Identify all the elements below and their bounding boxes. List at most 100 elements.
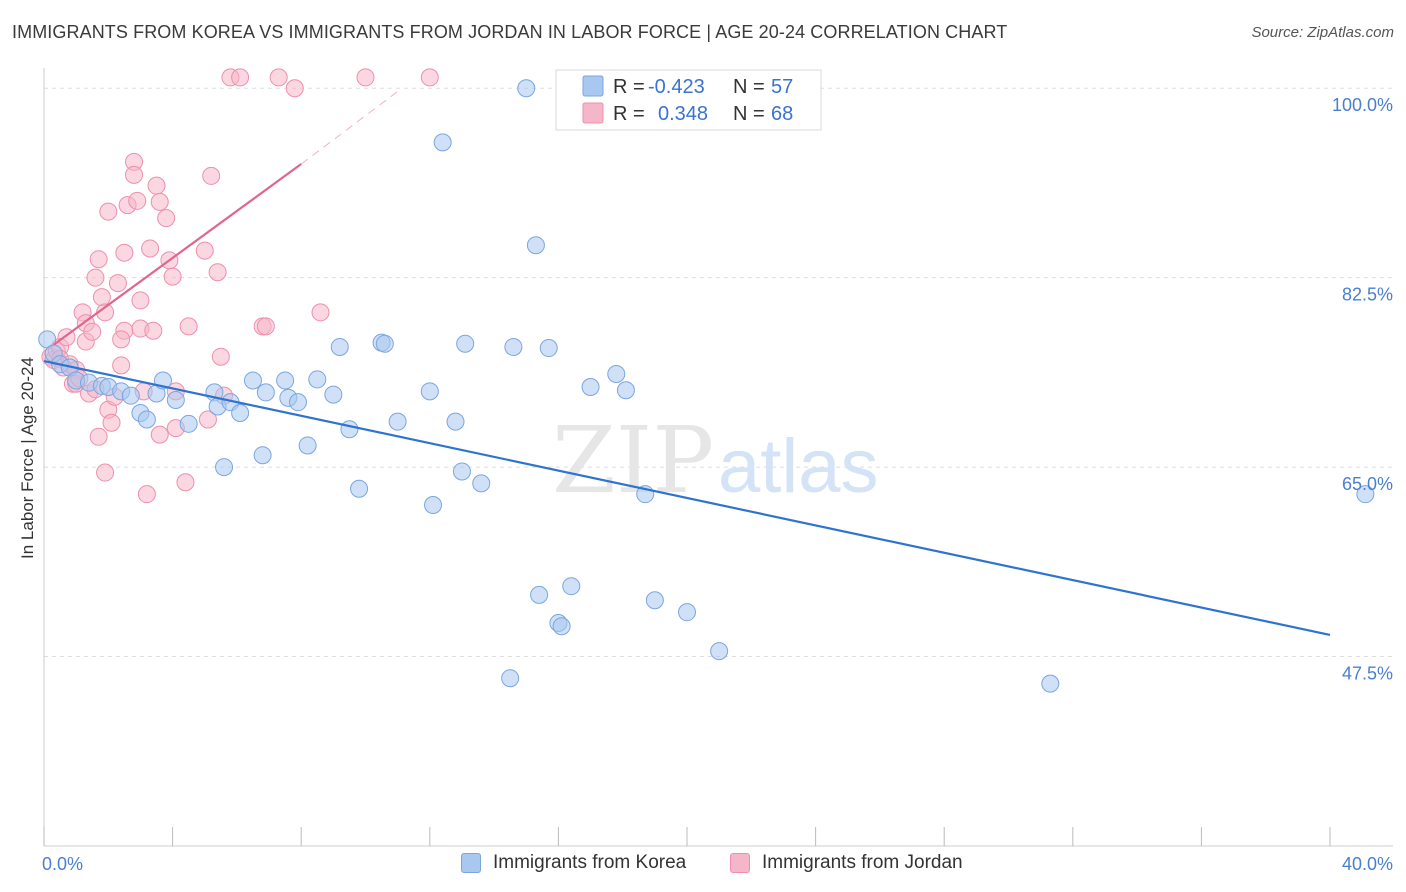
jordan-point: [285, 79, 304, 98]
jordan-point: [86, 268, 105, 287]
korea-point: [253, 446, 272, 465]
jordan-point: [208, 263, 227, 282]
legend-jordan-n-value: 68: [771, 103, 793, 125]
legend-korea-n-label: N =: [733, 76, 765, 98]
jordan-trend-extension: [300, 91, 398, 165]
jordan-point: [102, 413, 121, 432]
jordan-point: [92, 288, 111, 307]
jordan-point: [99, 202, 118, 221]
jordan-point: [131, 291, 150, 310]
y-axis-label: In Labor Force | Age 20-24: [18, 357, 37, 559]
korea-point: [424, 496, 443, 515]
korea-point: [456, 334, 475, 353]
axes: [43, 68, 1393, 847]
korea-point: [539, 339, 558, 358]
jordan-point: [150, 192, 169, 211]
jordan-point: [198, 410, 217, 429]
korea-point: [607, 365, 626, 384]
legend-korea-r-label: R =: [613, 76, 645, 98]
trend-lines: [43, 91, 1331, 636]
korea-point: [446, 412, 465, 431]
jordan-point: [356, 68, 375, 87]
korea-point: [452, 462, 471, 481]
legend-korea-label: Immigrants from Korea: [493, 852, 687, 873]
y-tick-label: 100.0%: [1332, 95, 1393, 115]
korea-point: [645, 591, 664, 610]
korea-point: [517, 79, 536, 98]
jordan-point: [89, 427, 108, 446]
korea-point: [581, 378, 600, 397]
korea-point: [288, 393, 307, 412]
y-tick-label: 65.0%: [1342, 474, 1393, 494]
korea-point: [256, 383, 275, 402]
korea-point: [375, 334, 394, 353]
korea-point: [330, 337, 349, 356]
y-tick-labels: 47.5% 65.0% 82.5% 100.0%: [1332, 95, 1393, 683]
watermark-atlas: atlas: [718, 424, 879, 509]
korea-trend-line: [43, 359, 1331, 636]
jordan-point: [179, 317, 198, 336]
korea-point: [501, 669, 520, 688]
jordan-point: [202, 166, 221, 185]
watermark-zip: ZIP: [552, 407, 714, 514]
korea-point: [433, 133, 452, 152]
jordan-point: [141, 239, 160, 258]
jordan-point: [125, 165, 144, 184]
korea-point: [710, 642, 729, 661]
legend-item-jordan: Immigrants from Jordan: [730, 852, 963, 874]
jordan-point: [89, 250, 108, 269]
legend-jordan-swatch: [730, 853, 750, 873]
y-tick-label: 47.5%: [1342, 664, 1393, 684]
korea-point: [179, 414, 198, 433]
jordan-point: [157, 209, 176, 228]
jordan-point: [112, 356, 131, 375]
jordan-point: [269, 68, 288, 87]
jordan-point: [112, 330, 131, 349]
korea-point: [243, 371, 262, 390]
y-tick-label: 82.5%: [1342, 285, 1393, 305]
jordan-point: [163, 267, 182, 286]
legend-korea-r-value: -0.423: [648, 76, 705, 98]
korea-point: [504, 337, 523, 356]
korea-point: [231, 403, 250, 422]
korea-point: [616, 381, 635, 400]
stats-legend: R = -0.423 N = 57 R = 0.348 N = 68: [555, 69, 822, 131]
legend-korea-n-value: 57: [771, 76, 793, 98]
korea-point: [276, 371, 295, 390]
korea-point: [552, 617, 571, 636]
jordan-point: [147, 176, 166, 195]
jordan-point: [211, 347, 230, 366]
korea-point: [121, 386, 140, 405]
korea-point: [324, 385, 343, 404]
source-label: Source: ZipAtlas.com: [1251, 24, 1394, 41]
jordan-point: [144, 321, 163, 340]
korea-point: [166, 391, 185, 410]
korea-point: [298, 436, 317, 455]
legend-jordan-r-label: R =: [613, 103, 645, 125]
jordan-point: [195, 241, 214, 260]
legend-jordan-n-label: N =: [733, 103, 765, 125]
korea-point: [1356, 485, 1375, 504]
jordan-point: [83, 322, 102, 341]
legend-jordan-r-value: 0.348: [658, 103, 708, 125]
jordan-point: [176, 473, 195, 492]
x-tick-label-max: 40.0%: [1342, 854, 1393, 874]
korea-point: [530, 585, 549, 604]
jordan-point: [231, 68, 250, 87]
legend-swatch-korea: [582, 75, 604, 97]
jordan-points: [41, 68, 439, 504]
korea-point: [137, 410, 156, 429]
korea-point: [215, 458, 234, 477]
jordan-point: [420, 68, 439, 87]
jordan-point: [96, 463, 115, 482]
korea-point: [420, 382, 439, 401]
korea-point: [472, 474, 491, 493]
korea-point: [526, 236, 545, 255]
gridlines: [44, 87, 1393, 658]
korea-point: [350, 479, 369, 498]
legend-korea-swatch: [461, 853, 481, 873]
korea-points: [38, 79, 1375, 693]
korea-point: [308, 370, 327, 389]
korea-point: [562, 577, 581, 596]
jordan-point: [115, 243, 134, 262]
